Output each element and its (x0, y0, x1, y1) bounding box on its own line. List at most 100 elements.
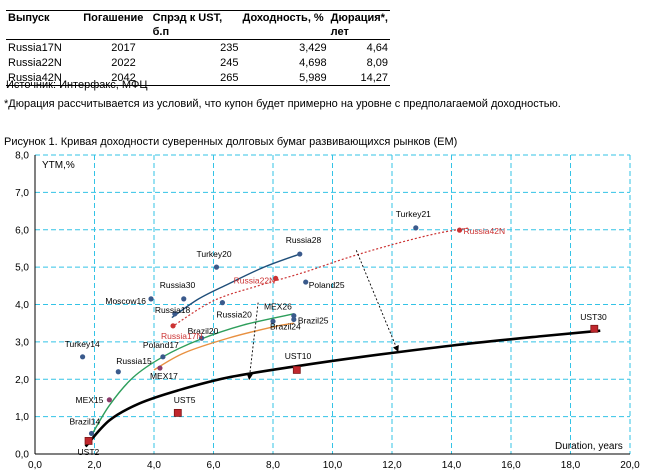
y-tick-label: 7,0 (15, 188, 29, 199)
chart-caption: Рисунок 1. Кривая доходности суверенных … (4, 136, 458, 148)
x-tick-label: 4,0 (147, 460, 161, 471)
x-tick-label: 8,0 (266, 460, 280, 471)
data-point (157, 365, 163, 371)
data-points: Turkey14 Russia15 Brazil14 Moscow16 Poland17… (65, 209, 607, 457)
point-label: Brazil24 (270, 321, 301, 331)
data-point (291, 316, 297, 323)
data-point (273, 275, 279, 282)
data-point (84, 437, 93, 445)
data-point (181, 296, 187, 302)
data-point (80, 354, 86, 360)
data-point (219, 300, 226, 306)
y-tick-label: 8,0 (15, 151, 29, 162)
footnote: *Дюрация рассчитывается из условий, что … (4, 98, 561, 110)
point-label: Russia15 (116, 356, 152, 366)
point-label: Russia30 (160, 280, 196, 290)
data-point (172, 311, 178, 317)
y-tick-label: 3,0 (15, 337, 29, 348)
header-yield: Доходность, % (242, 12, 324, 24)
point-label: Russia42N (464, 226, 506, 236)
curve-line (171, 253, 301, 319)
point-label: UST2 (78, 447, 100, 457)
point-label: Brazil25 (298, 315, 329, 325)
source-note: Источник: Интерфакс, МФЦ (6, 79, 148, 91)
y-tick-label: 1,0 (15, 412, 29, 423)
data-point (297, 251, 303, 257)
arrow (246, 302, 259, 381)
curve-line (153, 322, 294, 371)
data-point (291, 313, 297, 319)
y-tick-label: 2,0 (15, 375, 29, 386)
x-tick-label: 12,0 (382, 460, 402, 471)
cell-yield: 5,989 (299, 71, 327, 84)
x-tick-label: 14,0 (442, 460, 462, 471)
header-duration: Дюрация*, лет (330, 12, 388, 38)
y-tick-label: 4,0 (15, 300, 29, 311)
cell-yield: 3,429 (299, 41, 327, 54)
y-tick-label: 0,0 (15, 450, 29, 461)
x-tick-label: 20,0 (620, 460, 640, 471)
cell-issue: Russia42N (8, 71, 62, 84)
point-label: Russia28 (286, 235, 322, 245)
point-label: Poland25 (309, 280, 345, 290)
data-point (456, 227, 463, 233)
cell-maturity: 2042 (111, 71, 136, 84)
point-label: UST30 (580, 312, 607, 322)
point-label: Russia20 (216, 310, 252, 320)
axes: 0,0 2,0 4,0 6,0 8,0 10,0 12,0 14,0 16,0 18,0 20,0 0… (15, 151, 640, 472)
data-point (170, 323, 176, 329)
point-label: Russia18 (155, 305, 191, 315)
point-label: Turkey20 (196, 249, 231, 259)
data-point (115, 369, 121, 375)
x-tick-label: 6,0 (207, 460, 221, 471)
point-label: Russia22N (234, 275, 276, 285)
header-issue: Выпуск (8, 12, 50, 24)
curve-line (171, 227, 470, 328)
data-point (199, 335, 205, 341)
data-point (213, 264, 220, 270)
cell-spread: 245 (220, 56, 239, 69)
point-label: UST10 (285, 351, 312, 361)
table-row: Russia42N 2042 265 5,989 14,27 (6, 70, 390, 86)
data-point (160, 354, 166, 360)
point-label: Poland17 (143, 340, 179, 350)
point-label: Turkey14 (65, 339, 100, 349)
header-maturity: Погашение (83, 12, 144, 24)
point-label: MEX26 (264, 302, 292, 312)
yield-curve-chart: 0,0 2,0 4,0 6,0 8,0 10,0 12,0 14,0 16,0 18,0 20,0 0… (15, 151, 640, 472)
x-tick-label: 0,0 (28, 460, 42, 471)
point-label: MEX15 (76, 395, 104, 405)
bond-table: Выпуск Погашение Спрэд к UST, б.п Доходн… (6, 10, 390, 86)
x-tick-label: 18,0 (561, 460, 581, 471)
x-tick-label: 10,0 (323, 460, 343, 471)
data-point (413, 225, 419, 231)
table-header-row: Выпуск Погашение Спрэд к UST, б.п Доходн… (6, 10, 390, 40)
data-point (173, 408, 182, 417)
cell-duration: 4,64 (366, 41, 388, 54)
data-point (148, 296, 154, 302)
cell-duration: 8,09 (366, 56, 388, 69)
x-tick-label: 16,0 (501, 460, 521, 471)
point-label: Brazil14 (70, 416, 101, 426)
y-tick-label: 5,0 (15, 263, 29, 274)
cell-maturity: 2022 (111, 56, 136, 69)
data-point (106, 397, 112, 403)
cell-issue: Russia17N (8, 41, 62, 54)
data-point (88, 430, 95, 437)
cell-spread: 265 (220, 71, 239, 84)
y-axis-title: YTM,% (42, 160, 75, 171)
cell-spread: 235 (220, 41, 239, 54)
data-point (303, 279, 309, 285)
point-label: UST5 (174, 395, 196, 405)
cell-issue: Russia22N (8, 56, 62, 69)
data-point (270, 318, 276, 324)
header-spread: Спрэд к UST, б.п (152, 12, 223, 38)
table-row: Russia22N 2022 245 4,698 8,09 (6, 55, 390, 70)
y-tick-label: 6,0 (15, 225, 29, 236)
x-axis-title: Duration, years (555, 441, 623, 452)
arrows (246, 250, 399, 381)
point-label: Moscow16 (105, 296, 146, 306)
data-point (590, 324, 599, 333)
point-label: Brazil20 (188, 326, 219, 336)
data-point (292, 366, 301, 374)
